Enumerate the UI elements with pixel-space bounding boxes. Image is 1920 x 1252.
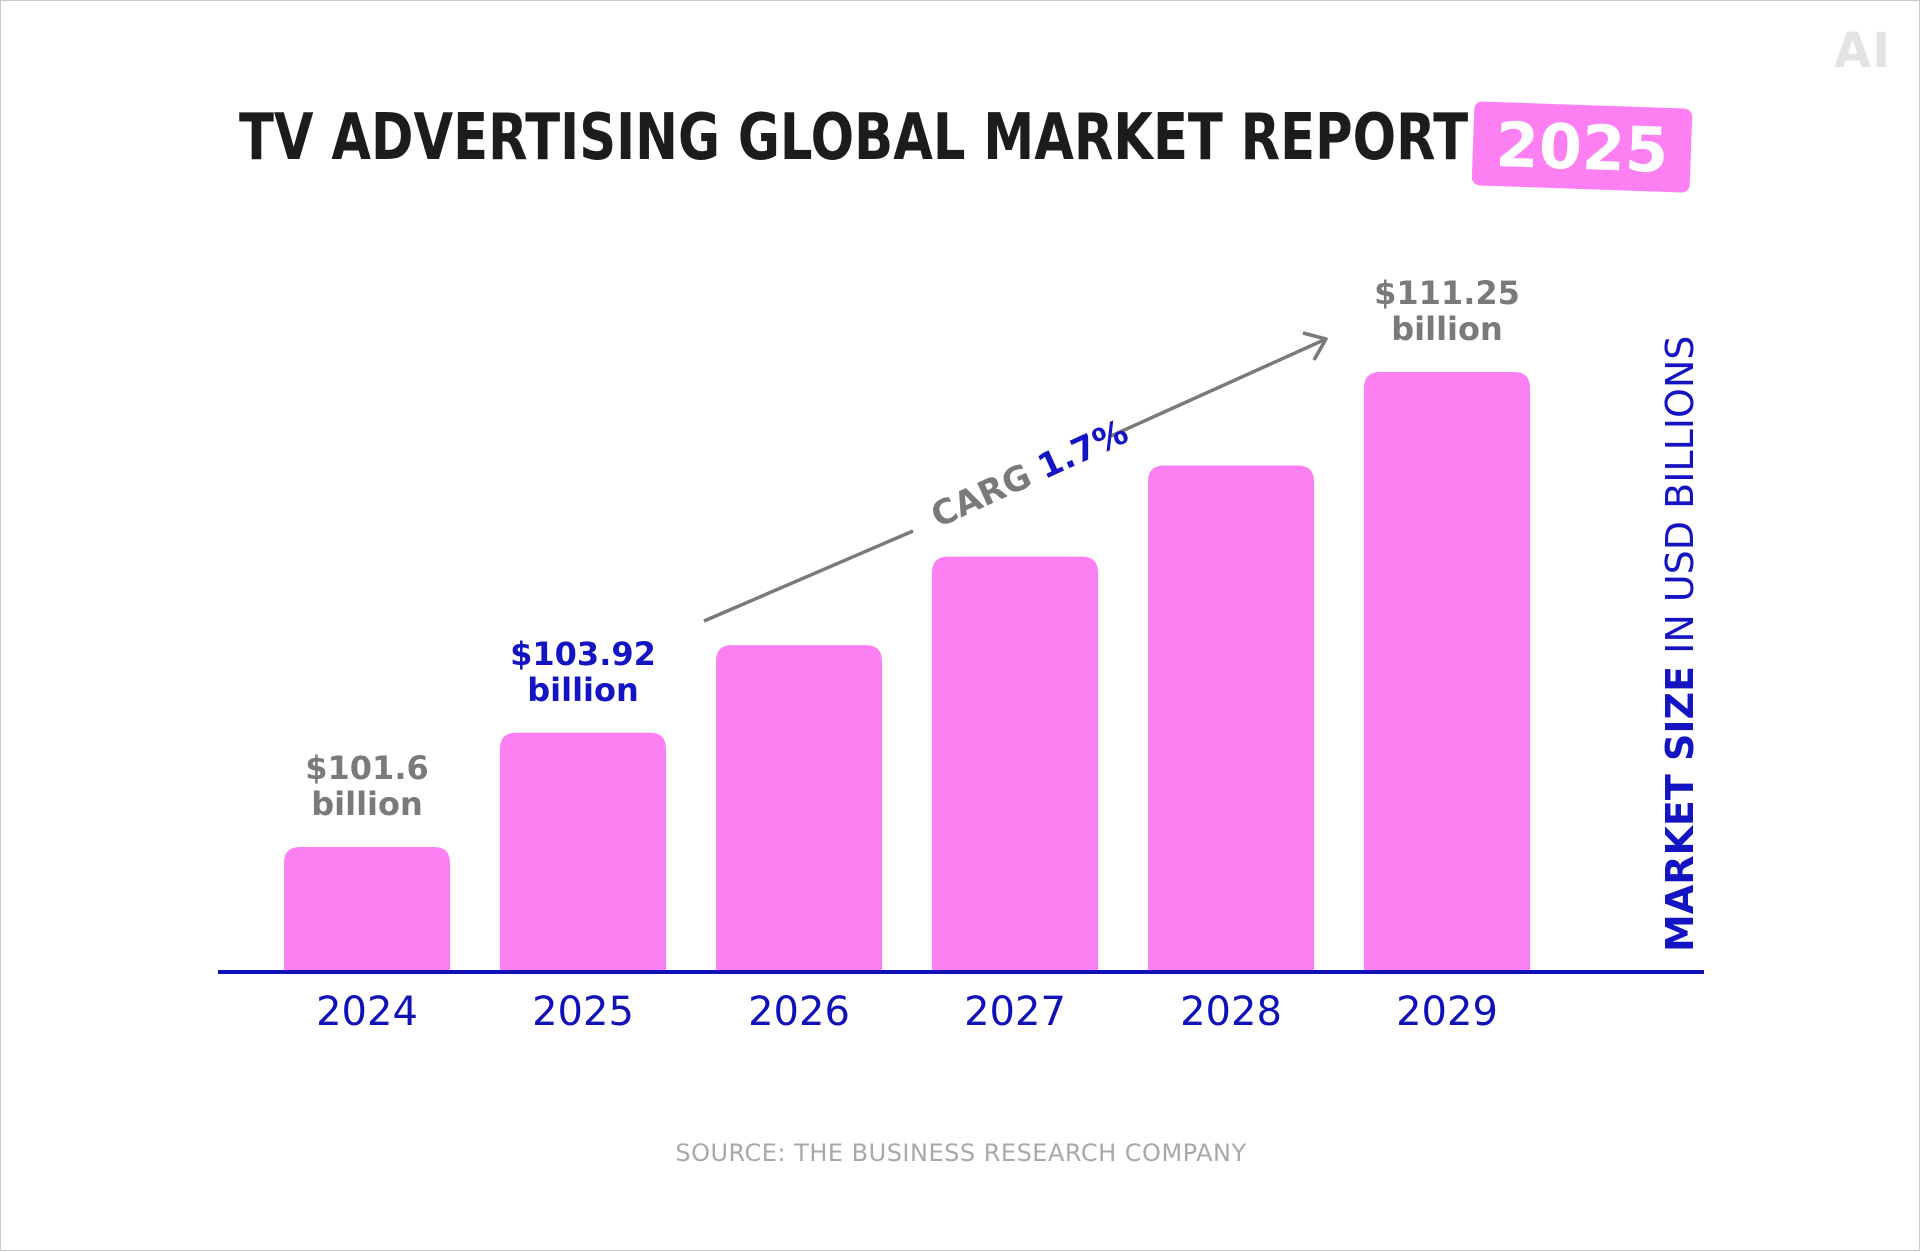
cagr-label-text: CARG [925,451,1048,536]
data-label-value-2025: $103.92 [510,635,656,673]
cagr-value: 1.7% [1032,412,1134,488]
bar-2028 [1148,465,1314,970]
y-axis-label: MARKET SIZE IN USD BILLIONS [1658,336,1702,952]
x-tick-2026: 2026 [748,989,850,1035]
data-label-unit-2029: billion [1391,310,1503,348]
source-note: SOURCE: THE BUSINESS RESEARCH COMPANY [675,1139,1247,1167]
data-label-value-2024: $101.6 [305,749,428,787]
x-tick-2024: 2024 [316,989,418,1035]
ai-logo: AI [1833,23,1891,79]
bars-group [284,372,1530,970]
x-tick-2025: 2025 [532,989,634,1035]
cagr-arrow-segment-lower [703,529,914,623]
bar-2025 [500,732,666,970]
bar-2026 [716,645,882,970]
x-tick-2027: 2027 [964,989,1066,1035]
cagr-label: CARG 1.7% [925,412,1134,536]
data-label-unit-2025: billion [527,671,639,709]
data-label-unit-2024: billion [311,785,423,823]
bar-2024 [284,846,450,970]
cagr-arrow-segment-upper [1110,337,1327,438]
y-axis-label-bold: MARKET SIZE [1658,666,1702,952]
bar-2029 [1364,372,1530,970]
x-tick-2029: 2029 [1396,989,1498,1035]
x-tick-2028: 2028 [1180,989,1282,1035]
title-row: TV ADVERTISING GLOBAL MARKET REPORT [239,101,1479,175]
cagr-arrow-head [1302,331,1328,361]
y-axis-label-rest: IN USD BILLIONS [1658,336,1702,666]
x-ticks-group: 2024 2025 2026 2027 2028 2029 [316,989,1498,1035]
bar-2027 [932,556,1098,970]
data-label-value-2029: $111.25 [1374,274,1520,312]
value-labels-group: $101.6billion$103.92billion$111.25billio… [305,274,1520,823]
